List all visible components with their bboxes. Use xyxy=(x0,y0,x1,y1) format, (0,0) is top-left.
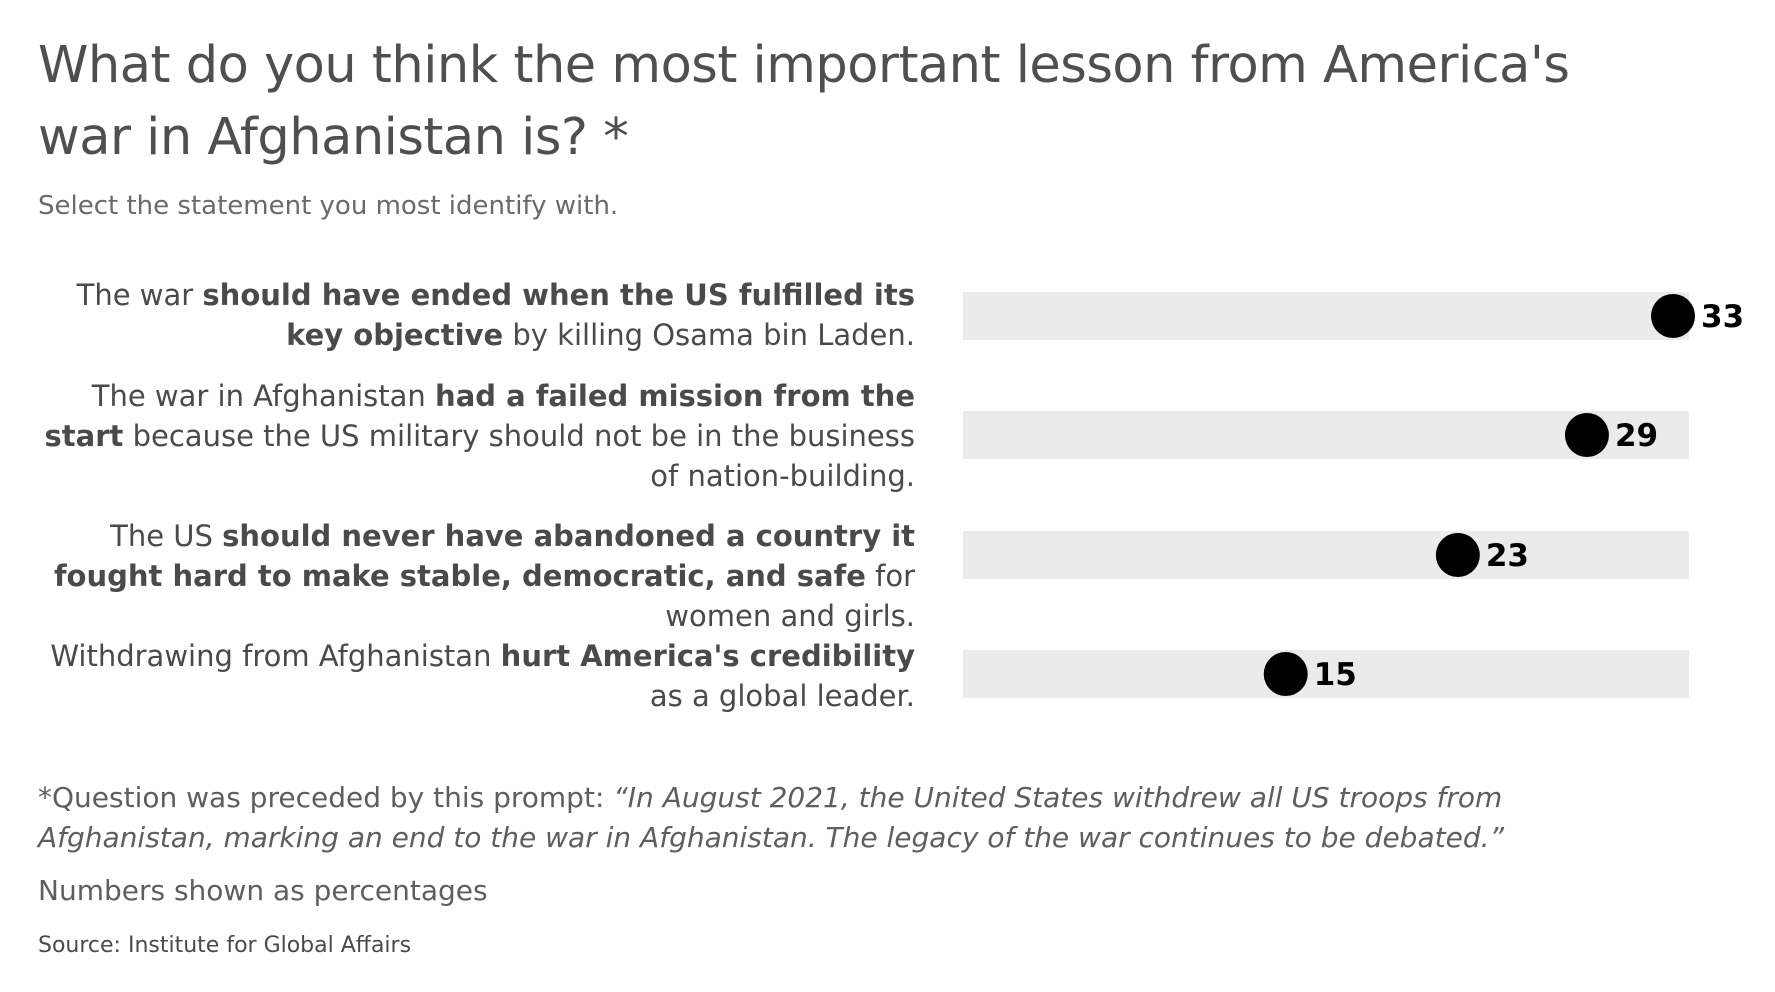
value-dot xyxy=(1651,294,1695,338)
category-label: The war should have ended when the US fu… xyxy=(15,275,915,355)
value-dot xyxy=(1564,413,1609,457)
category-label-emphasis: had a failed mission from the start xyxy=(44,379,915,453)
category-label: The war in Afghanistan had a failed miss… xyxy=(15,376,915,496)
value-label: 23 xyxy=(1486,538,1529,574)
footnote-quote: “In August 2021, the United States withd… xyxy=(38,781,1504,854)
chart-title: What do you think the most important les… xyxy=(38,36,1570,167)
value-label: 15 xyxy=(1314,657,1357,693)
category-label: Withdrawing from Afghanistan hurt Americ… xyxy=(15,636,915,716)
bar-track xyxy=(963,292,1689,340)
category-label-text: The war in Afghanistan xyxy=(91,379,436,413)
footnote: *Question was preceded by this prompt: “… xyxy=(38,778,1598,858)
category-label-text: as a global leader. xyxy=(649,679,915,713)
category-label-text: Withdrawing from Afghanistan xyxy=(50,639,501,673)
category-label-text: The US xyxy=(110,519,223,553)
category-label-emphasis: hurt America's credibility xyxy=(500,639,915,673)
category-label-emphasis: should never have abandoned a country it… xyxy=(53,519,915,593)
value-label: 29 xyxy=(1615,418,1658,454)
source-note: Source: Institute for Global Affairs xyxy=(38,933,412,958)
footnote-prefix: *Question was preceded by this prompt: xyxy=(38,781,614,814)
chart-subtitle: Select the statement you most identify w… xyxy=(38,191,619,221)
bar-track xyxy=(963,650,1689,698)
category-label-text: because the US military should not be in… xyxy=(123,419,915,493)
value-dot xyxy=(1435,533,1480,577)
category-label-text: The war xyxy=(76,278,203,312)
category-label-text: by killing Osama bin Laden. xyxy=(503,318,915,352)
value-label: 33 xyxy=(1701,299,1744,335)
unit-note: Numbers shown as percentages xyxy=(38,874,488,907)
category-label-text: for women and girls. xyxy=(665,559,915,633)
category-label-emphasis: should have ended when the US fulfilled … xyxy=(202,278,915,352)
value-dot xyxy=(1263,652,1308,696)
category-label: The US should never have abandoned a cou… xyxy=(15,516,915,636)
bar-track xyxy=(963,531,1689,579)
